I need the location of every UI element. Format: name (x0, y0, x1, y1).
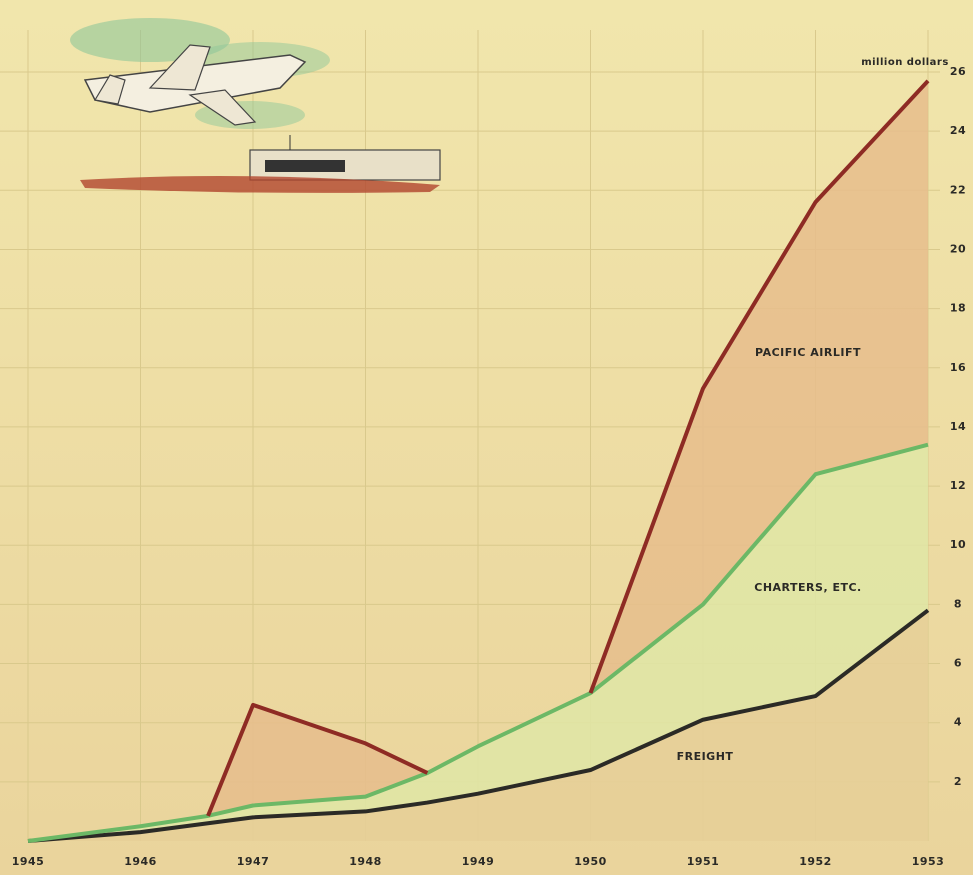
y-tick-label: 26 (950, 65, 966, 78)
series-label: PACIFIC AIRLIFT (755, 346, 861, 359)
areas (28, 80, 928, 841)
series-line (206, 79, 930, 817)
area (28, 444, 928, 841)
x-tick-label: 1948 (349, 855, 382, 868)
x-tick-label: 1953 (912, 855, 945, 868)
y-tick-label: 4 (954, 716, 962, 729)
illustration (70, 18, 441, 193)
y-tick-label: 8 (954, 597, 962, 610)
x-tick-label: 1947 (237, 855, 270, 868)
y-tick-label: 20 (950, 242, 966, 255)
x-tick-label: 1952 (799, 855, 832, 868)
series-line (27, 608, 930, 843)
y-tick-label: 18 (950, 302, 966, 315)
series-label: CHARTERS, ETC. (754, 581, 861, 594)
x-tick-label: 1945 (12, 855, 45, 868)
x-tick-label: 1946 (124, 855, 157, 868)
y-tick-label: 12 (950, 479, 966, 492)
x-tick-label: 1949 (462, 855, 495, 868)
y-tick-label: 24 (950, 124, 966, 137)
area (590, 80, 928, 694)
y-tick-label: 10 (950, 538, 966, 551)
lines (27, 79, 930, 843)
series-label: FREIGHT (677, 750, 734, 763)
y-tick-label: 14 (950, 420, 966, 433)
y-tick-label: 2 (954, 775, 962, 788)
y-tick-label: 22 (950, 183, 966, 196)
area (28, 610, 928, 841)
x-tick-label: 1950 (574, 855, 607, 868)
area (208, 704, 428, 816)
x-tick-label: 1951 (687, 855, 720, 868)
y-axis-label: million dollars (861, 57, 949, 68)
y-tick-label: 6 (954, 657, 962, 670)
y-tick-label: 16 (950, 361, 966, 374)
